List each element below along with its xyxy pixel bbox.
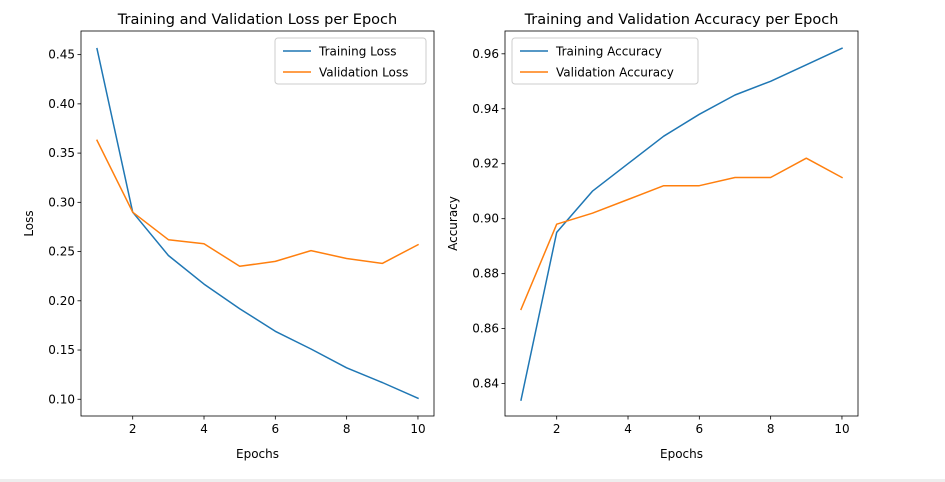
legend-label: Validation Accuracy	[556, 66, 674, 80]
y-tick-label: 0.88	[472, 267, 499, 281]
x-tick-label: 10	[834, 422, 849, 436]
bottom-border	[0, 479, 945, 482]
legend-box	[511, 37, 699, 85]
y-tick-label: 0.94	[472, 102, 499, 116]
accuracy-chart: 2 4 6 8 10 0.84 0.86 0.88 0.90 0.92 0.94 0.96 Traini…	[446, 12, 859, 461]
x-tick-label: 6	[272, 422, 280, 436]
x-tick-label: 8	[343, 422, 351, 436]
x-tick-label: 4	[200, 422, 208, 436]
y-tick-label: 0.45	[48, 48, 75, 62]
series-line-validation	[520, 157, 844, 311]
y-axis-label: Loss	[22, 210, 36, 236]
y-tick-label: 0.20	[48, 294, 75, 308]
y-tick-label: 0.92	[472, 157, 499, 171]
y-tick-label: 0.84	[472, 377, 499, 391]
legend-box	[274, 37, 427, 85]
x-tick-label: 8	[767, 422, 775, 436]
x-axis-label: Epochs	[236, 447, 279, 461]
x-axis-label: Epochs	[660, 447, 703, 461]
chart-title: Training and Validation Accuracy per Epo…	[524, 12, 839, 28]
x-tick-label: 2	[129, 422, 137, 436]
y-axis-label: Accuracy	[446, 196, 460, 251]
loss-chart: 2 4 6 8 10 0.10 0.15 0.20 0.25 0.30 0.35 0.40 0.45 Tr…	[22, 12, 435, 461]
series-line-training	[520, 47, 843, 401]
legend: Training Accuracy Validation Accuracy	[511, 37, 699, 85]
y-tick-label: 0.86	[472, 322, 499, 336]
y-tick-label: 0.96	[472, 47, 499, 61]
axes-frame	[504, 30, 859, 417]
legend-label: Training Loss	[318, 45, 396, 59]
x-tick-label: 6	[696, 422, 704, 436]
legend-label: Training Accuracy	[555, 45, 662, 59]
x-tick-label: 4	[624, 422, 632, 436]
axes-frame	[80, 30, 435, 417]
y-tick-label: 0.10	[48, 392, 75, 406]
legend: Training Loss Validation Loss	[274, 37, 427, 85]
y-tick-label: 0.35	[48, 146, 75, 160]
series-line-training	[96, 47, 419, 400]
x-tick-label: 2	[553, 422, 561, 436]
y-tick-label: 0.30	[48, 195, 75, 209]
y-tick-label: 0.40	[48, 97, 75, 111]
y-tick-label: 0.25	[48, 245, 75, 259]
y-tick-label: 0.90	[472, 212, 499, 226]
legend-label: Validation Loss	[319, 66, 408, 80]
chart-title: Training and Validation Loss per Epoch	[117, 12, 397, 28]
series-line-validation	[95, 139, 420, 268]
y-tick-label: 0.15	[48, 343, 75, 357]
x-tick-label: 10	[410, 422, 425, 436]
